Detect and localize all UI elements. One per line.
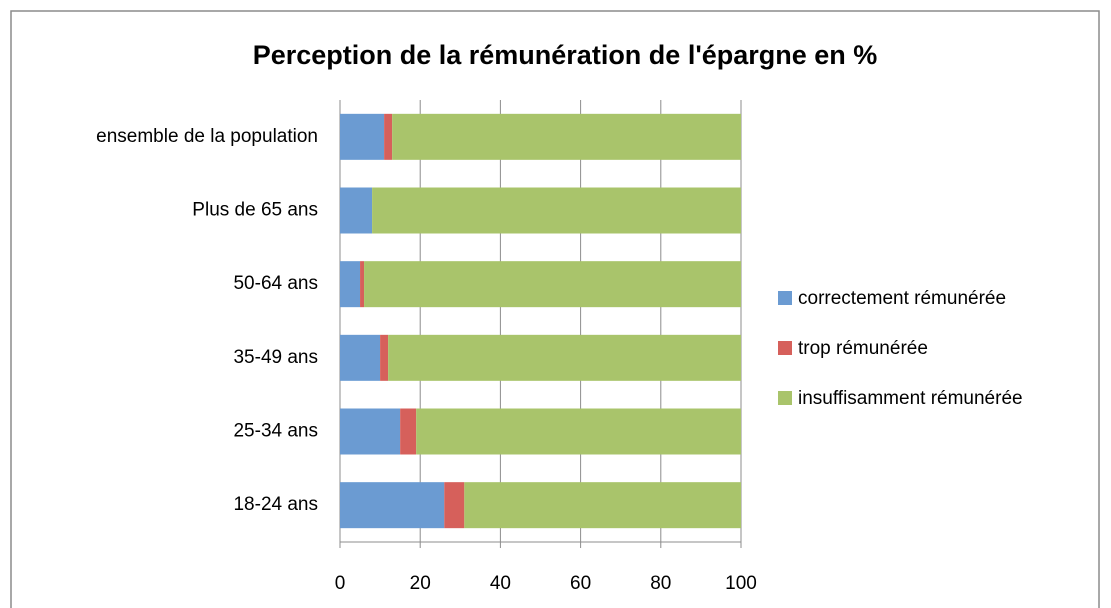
bar-segment [340,113,385,160]
y-tick-label: 35-49 ans [233,347,318,368]
bar-segment [340,261,361,308]
legend-label: insuffisamment rémunérée [798,388,1023,409]
y-tick-label: 25-34 ans [233,421,318,442]
bar-segment [392,113,741,160]
bar-segment [384,113,393,160]
bar-segment [340,334,381,381]
legend-label: trop rémunérée [798,338,928,359]
legend-swatch [778,341,792,355]
bar-segment [380,334,389,381]
x-tick-label: 40 [490,573,511,594]
legend-label: correctement rémunérée [798,288,1006,309]
x-tick-label: 0 [335,573,346,594]
bar-segment [364,261,741,308]
legend-swatch [778,391,792,405]
bar-segment [340,408,401,455]
bar-segment [400,408,417,455]
y-tick-label: 18-24 ans [233,494,318,515]
y-tick-label: 50-64 ans [233,273,318,294]
legend-swatch [778,291,792,305]
bar-segment [340,482,445,529]
x-tick-label: 80 [650,573,671,594]
x-tick-label: 60 [570,573,591,594]
chart-title: Perception de la rémunération de l'éparg… [253,40,878,70]
x-tick-label: 20 [410,573,431,594]
bar-segment [340,187,373,234]
y-tick-label: ensemble de la population [96,126,318,147]
bar-segment [464,482,741,529]
bar-segment [388,334,741,381]
bar-segment [372,187,741,234]
bar-segment [444,482,465,529]
bar-segment [416,408,741,455]
x-tick-label: 100 [725,573,757,594]
bar-segment [360,261,365,308]
y-tick-label: Plus de 65 ans [192,200,318,221]
